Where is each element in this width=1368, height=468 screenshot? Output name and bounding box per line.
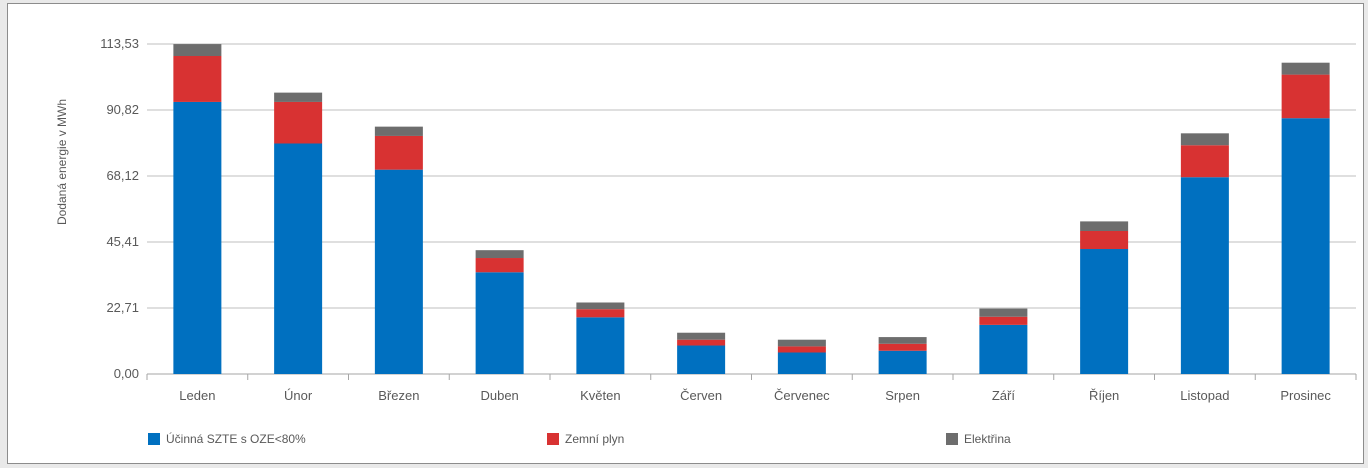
bar-segment	[475, 250, 524, 259]
bar-segment	[173, 56, 222, 102]
chart-frame: 0,00 22,71 45,41 68,12 90,82 113,53 Leden Únor…	[7, 3, 1364, 464]
bar-segment	[374, 169, 423, 374]
bar-segment	[777, 352, 826, 374]
stacked-bar-chart: 0,00 22,71 45,41 68,12 90,82 113,53 Leden Únor…	[55, 36, 1357, 446]
legend-label: Zemní plyn	[565, 432, 624, 446]
bar-segment	[475, 272, 524, 374]
bar-segment	[979, 324, 1028, 374]
x-axis-ticks: Leden Únor Březen Duben Květen Červen Červenec…	[179, 388, 1331, 403]
bar-segment	[173, 44, 222, 57]
bar-segment	[777, 339, 826, 347]
bar-segment	[274, 101, 323, 144]
bar-segment	[1080, 230, 1129, 250]
x-tick-label: Září	[992, 388, 1016, 403]
bar-segment	[576, 317, 625, 374]
bar-segment	[374, 126, 423, 136]
bar-segment	[576, 302, 625, 310]
x-tick-label: Prosinec	[1280, 388, 1331, 403]
y-axis-ticks: 0,00 22,71 45,41 68,12 90,82 113,53	[100, 36, 139, 381]
y-tick-label: 0,00	[114, 366, 139, 381]
x-tick-label: Říjen	[1089, 388, 1119, 403]
bar-segment	[677, 339, 726, 346]
x-tick-label: Leden	[179, 388, 215, 403]
bar-segment	[878, 337, 927, 344]
bar-segment	[979, 308, 1028, 317]
x-tick-label: Únor	[284, 388, 313, 403]
bar-segment	[1281, 74, 1330, 119]
y-tick-label: 90,82	[106, 102, 139, 117]
x-tick-label: Březen	[378, 388, 419, 403]
legend-swatch	[946, 433, 958, 445]
y-tick-label: 22,71	[106, 300, 139, 315]
legend-swatch	[547, 433, 559, 445]
bar-segment	[374, 135, 423, 170]
bar-segment	[1180, 145, 1229, 178]
x-tick-label: Červen	[680, 388, 722, 403]
bar-segment	[878, 343, 927, 351]
x-tick-label: Srpen	[885, 388, 920, 403]
bar-segment	[979, 316, 1028, 325]
bar-segment	[173, 101, 222, 375]
bar-segment	[1080, 249, 1129, 374]
bar-segment	[1281, 118, 1330, 374]
x-tick-label: Květen	[580, 388, 620, 403]
bar-segment	[777, 346, 826, 353]
bar-segment	[475, 258, 524, 273]
legend: Účinná SZTE s OZE<80% Zemní plyn Elektřina	[148, 431, 1011, 446]
legend-swatch	[148, 433, 160, 445]
grid-lines	[146, 43, 1357, 380]
bar-segment	[576, 309, 625, 318]
y-tick-label: 113,53	[100, 36, 139, 51]
x-tick-label: Listopad	[1180, 388, 1229, 403]
bar-segment	[274, 143, 323, 374]
legend-label: Elektřina	[964, 432, 1011, 446]
bar-segment	[878, 350, 927, 374]
x-tick-label: Červenec	[774, 388, 830, 403]
bar-segment	[1080, 221, 1129, 231]
bar-segment	[274, 92, 323, 102]
bar-segment	[677, 332, 726, 340]
y-tick-label: 68,12	[106, 168, 139, 183]
bars	[173, 44, 1330, 375]
bar-segment	[677, 345, 726, 374]
bar-segment	[1281, 62, 1330, 75]
bar-segment	[1180, 177, 1229, 374]
legend-label: Účinná SZTE s OZE<80%	[166, 431, 306, 446]
y-axis-title: Dodaná energie v MWh	[55, 99, 69, 225]
x-tick-label: Duben	[480, 388, 518, 403]
y-tick-label: 45,41	[106, 234, 139, 249]
bar-segment	[1180, 133, 1229, 146]
